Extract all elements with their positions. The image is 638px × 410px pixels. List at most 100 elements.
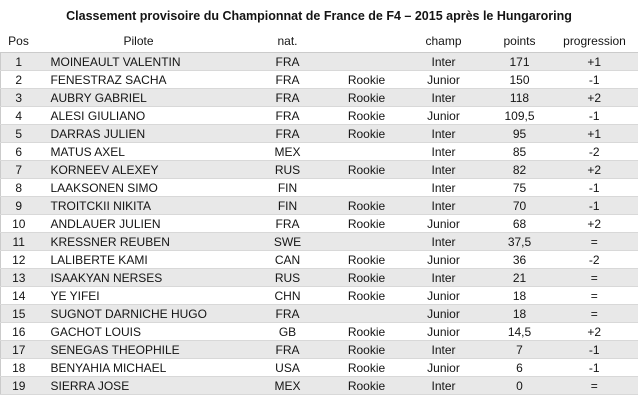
table-row: 10 ANDLAUER JULIEN FRA Rookie Junior 68 +2 xyxy=(0,214,638,233)
cell-nat: RUS xyxy=(240,160,335,179)
table-row: 19 SIERRA JOSE MEX Rookie Inter 0 = xyxy=(0,376,638,395)
cell-rookie: Rookie xyxy=(334,250,399,269)
cell-pilote: ANDLAUER JULIEN xyxy=(36,214,241,233)
cell-champ: Inter xyxy=(398,160,489,179)
cell-progression: -1 xyxy=(550,106,638,125)
cell-champ: Inter xyxy=(398,142,489,161)
table-row: 12 LALIBERTE KAMI CAN Rookie Junior 36 -2 xyxy=(0,250,638,269)
cell-champ: Inter xyxy=(398,88,489,107)
cell-progression: -2 xyxy=(550,142,638,161)
cell-pos: 13 xyxy=(0,268,37,287)
table-row: 18 BENYAHIA MICHAEL USA Rookie Junior 6 -1 xyxy=(0,358,638,377)
cell-pilote: SIERRA JOSE xyxy=(36,376,241,395)
cell-nat: FIN xyxy=(240,196,335,215)
cell-progression: -2 xyxy=(550,250,638,269)
cell-progression: -1 xyxy=(550,340,638,359)
cell-pilote: MATUS AXEL xyxy=(36,142,241,161)
cell-pilote: GACHOT LOUIS xyxy=(36,322,241,341)
table-row: 11 KRESSNER REUBEN SWE Inter 37,5 = xyxy=(0,232,638,251)
col-header-points: points xyxy=(503,34,536,48)
cell-points: 0 xyxy=(488,376,551,395)
cell-pos: 19 xyxy=(0,376,37,395)
cell-nat: MEX xyxy=(240,142,335,161)
cell-champ: Junior xyxy=(398,304,489,323)
cell-pilote: AUBRY GABRIEL xyxy=(36,88,241,107)
cell-rookie: Rookie xyxy=(334,196,399,215)
standings-table: Pos Pilote nat. champ points progression… xyxy=(0,30,638,395)
cell-points: 18 xyxy=(488,286,551,305)
cell-pilote: SUGNOT DARNICHE HUGO xyxy=(36,304,241,323)
table-row: 15 SUGNOT DARNICHE HUGO FRA Junior 18 = xyxy=(0,304,638,323)
col-header-pos: Pos xyxy=(8,34,29,48)
cell-progression: -1 xyxy=(550,70,638,89)
table-row: 6 MATUS AXEL MEX Inter 85 -2 xyxy=(0,142,638,161)
cell-champ: Junior xyxy=(398,250,489,269)
cell-rookie xyxy=(334,142,399,161)
cell-champ: Inter xyxy=(398,268,489,287)
cell-nat: MEX xyxy=(240,376,335,395)
cell-progression: -1 xyxy=(550,196,638,215)
cell-nat: FRA xyxy=(240,52,335,71)
cell-pos: 6 xyxy=(0,142,37,161)
cell-points: 109,5 xyxy=(488,106,551,125)
cell-rookie: Rookie xyxy=(334,124,399,143)
cell-champ: Junior xyxy=(398,70,489,89)
cell-champ: Inter xyxy=(398,52,489,71)
cell-pos: 12 xyxy=(0,250,37,269)
cell-points: 37,5 xyxy=(488,232,551,251)
cell-pos: 7 xyxy=(0,160,37,179)
cell-rookie: Rookie xyxy=(334,160,399,179)
cell-nat: FRA xyxy=(240,70,335,89)
cell-pilote: ALESI GIULIANO xyxy=(36,106,241,125)
cell-rookie xyxy=(334,304,399,323)
cell-progression: +2 xyxy=(550,322,638,341)
cell-pilote: BENYAHIA MICHAEL xyxy=(36,358,241,377)
cell-progression: +1 xyxy=(550,52,638,71)
cell-nat: FRA xyxy=(240,214,335,233)
cell-pilote: LAAKSONEN SIMO xyxy=(36,178,241,197)
cell-pos: 1 xyxy=(0,52,37,71)
cell-rookie: Rookie xyxy=(334,358,399,377)
cell-pilote: KRESSNER REUBEN xyxy=(36,232,241,251)
cell-points: 75 xyxy=(488,178,551,197)
cell-rookie xyxy=(334,232,399,251)
cell-pos: 11 xyxy=(0,232,37,251)
cell-rookie: Rookie xyxy=(334,214,399,233)
cell-rookie: Rookie xyxy=(334,286,399,305)
cell-pilote: YE YIFEI xyxy=(36,286,241,305)
cell-nat: CAN xyxy=(240,250,335,269)
cell-pos: 18 xyxy=(0,358,37,377)
cell-points: 68 xyxy=(488,214,551,233)
cell-progression: +2 xyxy=(550,160,638,179)
table-row: 7 KORNEEV ALEXEY RUS Rookie Inter 82 +2 xyxy=(0,160,638,179)
cell-champ: Inter xyxy=(398,196,489,215)
cell-points: 82 xyxy=(488,160,551,179)
cell-champ: Junior xyxy=(398,286,489,305)
cell-rookie: Rookie xyxy=(334,268,399,287)
cell-nat: GB xyxy=(240,322,335,341)
cell-progression: = xyxy=(550,286,638,305)
table-row: 13 ISAAKYAN NERSES RUS Rookie Inter 21 = xyxy=(0,268,638,287)
cell-pos: 4 xyxy=(0,106,37,125)
cell-pilote: TROITCKII NIKITA xyxy=(36,196,241,215)
cell-progression: -1 xyxy=(550,358,638,377)
cell-points: 21 xyxy=(488,268,551,287)
cell-nat: SWE xyxy=(240,232,335,251)
table-row: 5 DARRAS JULIEN FRA Rookie Inter 95 +1 xyxy=(0,124,638,143)
cell-pilote: LALIBERTE KAMI xyxy=(36,250,241,269)
cell-rookie xyxy=(334,52,399,71)
cell-pos: 2 xyxy=(0,70,37,89)
cell-rookie: Rookie xyxy=(334,376,399,395)
cell-champ: Inter xyxy=(398,340,489,359)
cell-points: 150 xyxy=(488,70,551,89)
cell-points: 171 xyxy=(488,52,551,71)
cell-progression: -1 xyxy=(550,178,638,197)
cell-champ: Junior xyxy=(398,214,489,233)
cell-points: 14,5 xyxy=(488,322,551,341)
col-header-champ: champ xyxy=(425,34,462,48)
cell-champ: Junior xyxy=(398,106,489,125)
cell-progression: +1 xyxy=(550,124,638,143)
table-row: 9 TROITCKII NIKITA FIN Rookie Inter 70 -1 xyxy=(0,196,638,215)
cell-nat: FRA xyxy=(240,304,335,323)
